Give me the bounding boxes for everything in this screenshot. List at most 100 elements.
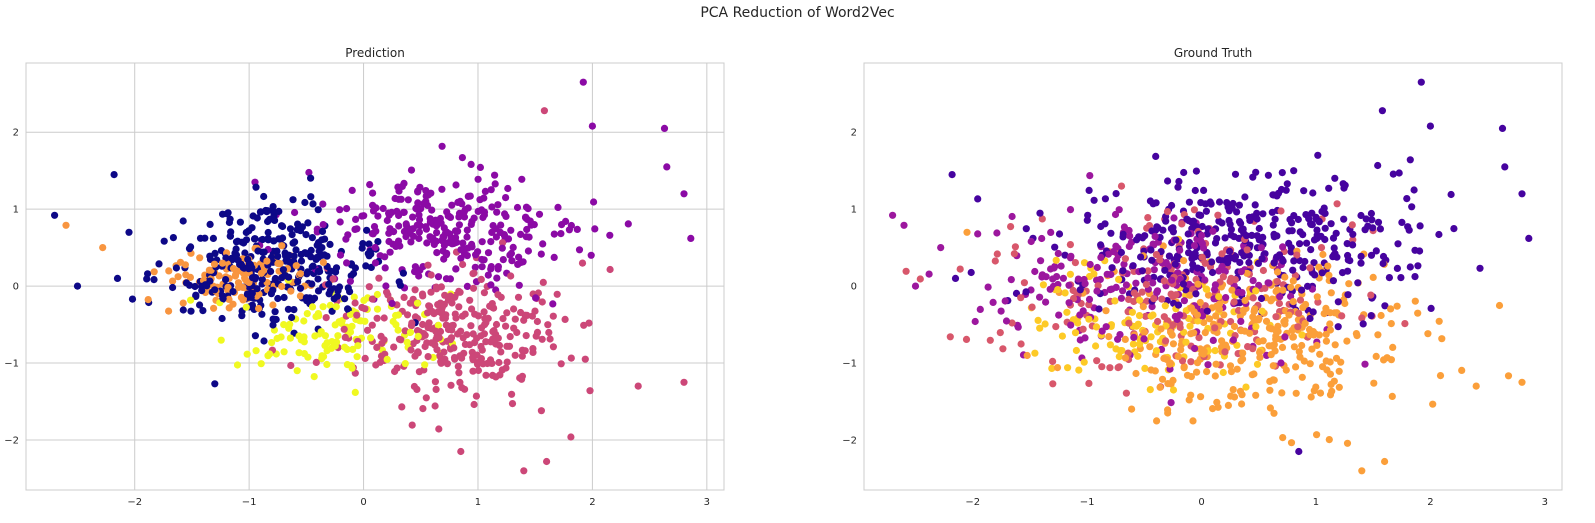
scatter-point [456, 378, 464, 386]
scatter-point [433, 222, 441, 230]
scatter-point [1338, 312, 1346, 320]
scatter-point [1202, 207, 1210, 215]
scatter-point [1214, 403, 1222, 411]
scatter-point [1295, 348, 1303, 356]
scatter-point [1276, 293, 1284, 301]
scatter-point [259, 235, 267, 244]
scatter-point [1196, 298, 1204, 307]
scatter-point [1194, 317, 1202, 325]
scatter-point [291, 208, 299, 217]
scatter-point [368, 295, 376, 303]
scatter-point [421, 361, 429, 369]
scatter-point [916, 275, 924, 283]
scatter-point [361, 354, 369, 362]
scatter-point [991, 257, 999, 265]
scatter-point [446, 336, 454, 344]
scatter-point [250, 235, 259, 243]
scatter-point [456, 197, 464, 205]
scatter-point [1185, 396, 1193, 404]
scatter-point [504, 184, 512, 193]
scatter-point [1308, 221, 1316, 229]
scatter-point [1011, 243, 1020, 251]
axes-frame [25, 62, 725, 491]
scatter-point [1283, 180, 1291, 188]
scatter-point [1245, 251, 1253, 259]
scatter-point [1066, 241, 1074, 249]
scatter-point [494, 263, 502, 271]
scatter-point [1049, 380, 1057, 388]
scatter-point [435, 425, 443, 433]
scatter-point [1258, 307, 1266, 315]
figure-title: PCA Reduction of Word2Vec [700, 5, 895, 21]
scatter-point [381, 253, 389, 261]
scatter-point [346, 277, 354, 285]
scatter-point [300, 338, 308, 346]
scatter-point [1107, 229, 1115, 237]
scatter-point [1177, 346, 1185, 354]
scatter-point [385, 237, 393, 246]
scatter-point [1298, 341, 1306, 350]
scatter-point [1325, 184, 1333, 192]
scatter-point [1152, 226, 1160, 234]
scatter-point [1252, 287, 1260, 295]
scatter-point [501, 210, 509, 218]
scatter-point [1023, 351, 1031, 360]
scatter-point [1296, 296, 1305, 304]
scatter-point [1115, 275, 1123, 283]
scatter-point [1518, 378, 1526, 386]
scatter-point [1253, 232, 1261, 240]
scatter-point [1168, 276, 1176, 284]
scatter-point [900, 221, 908, 229]
scatter-point [1122, 389, 1130, 397]
scatter-point [467, 322, 475, 330]
scatter-point [1112, 190, 1120, 198]
scatter-point [1518, 190, 1526, 198]
scatter-point [459, 239, 467, 247]
scatter-point [309, 262, 317, 270]
scatter-point [307, 253, 315, 261]
scatter-point [1274, 189, 1283, 197]
scatter-point [472, 392, 480, 400]
scatter-point [411, 352, 419, 360]
scatter-point [318, 355, 326, 363]
scatter-point [463, 226, 471, 234]
scatter-point [1046, 285, 1054, 293]
scatter-point [1287, 248, 1295, 256]
scatter-point [269, 208, 277, 216]
scatter-point [1332, 354, 1341, 362]
scatter-point [499, 315, 507, 323]
scatter-point [349, 270, 358, 278]
scatter-point [314, 310, 322, 318]
scatter-point [73, 282, 82, 290]
scatter-point [333, 292, 342, 300]
scatter-point [352, 215, 360, 223]
scatter-point [458, 154, 466, 162]
scatter-point [386, 248, 394, 256]
scatter-point [1074, 275, 1082, 283]
scatter-point [1049, 357, 1057, 365]
scatter-point [1257, 244, 1265, 252]
scatter-point [271, 276, 279, 284]
scatter-point [452, 314, 460, 322]
scatter-point [1316, 350, 1324, 358]
scatter-point [515, 281, 523, 289]
scatter-point [487, 186, 495, 194]
scatter-point [326, 301, 334, 309]
scatter-point [1164, 406, 1172, 414]
scatter-point [1223, 254, 1231, 262]
scatter-point [446, 275, 454, 283]
axes-title: Ground Truth [1174, 46, 1252, 60]
scatter-point [1289, 277, 1297, 285]
scatter-point [911, 282, 920, 290]
scatter-point [1298, 373, 1306, 381]
scatter-point [441, 355, 449, 363]
scatter-point [948, 171, 956, 179]
scatter-point [1136, 340, 1144, 348]
scatter-point [1294, 215, 1302, 224]
scatter-point [372, 361, 380, 369]
scatter-point [278, 222, 286, 230]
scatter-point [1034, 316, 1042, 324]
scatter-point [1235, 201, 1243, 209]
scatter-point [1031, 349, 1039, 357]
scatter-point [1148, 256, 1156, 264]
